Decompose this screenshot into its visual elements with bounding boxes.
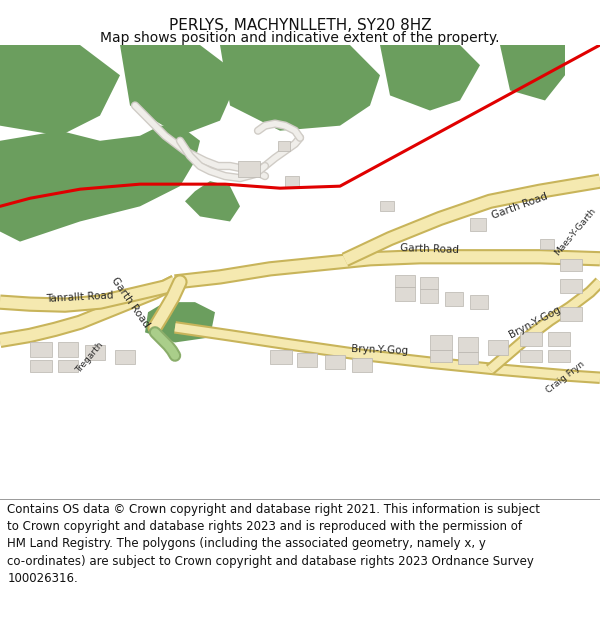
Bar <box>238 161 260 177</box>
Bar <box>520 349 542 362</box>
Polygon shape <box>145 302 215 343</box>
Bar <box>278 141 290 151</box>
Bar <box>458 338 478 351</box>
Bar <box>445 292 463 306</box>
Text: Maes-Y-Garth: Maes-Y-Garth <box>553 206 598 257</box>
Bar <box>325 354 345 369</box>
Bar <box>395 287 415 301</box>
Polygon shape <box>120 45 240 136</box>
Bar <box>270 349 292 364</box>
Text: Craig Fryn: Craig Fryn <box>544 360 586 396</box>
Polygon shape <box>185 181 240 221</box>
Bar <box>85 346 105 359</box>
Bar <box>540 239 554 249</box>
Polygon shape <box>220 45 380 131</box>
Text: Tanrallt Road: Tanrallt Road <box>46 291 114 304</box>
Bar <box>548 332 570 346</box>
Polygon shape <box>0 146 70 216</box>
Text: Garth Road: Garth Road <box>491 192 550 221</box>
Bar <box>560 259 582 271</box>
Bar <box>30 342 52 357</box>
Text: PERLYS, MACHYNLLETH, SY20 8HZ: PERLYS, MACHYNLLETH, SY20 8HZ <box>169 18 431 32</box>
Bar <box>115 349 135 364</box>
Bar <box>430 349 452 362</box>
Text: Bryn-Y-Gog: Bryn-Y-Gog <box>508 304 563 340</box>
Text: Bryn-Y-Gog: Bryn-Y-Gog <box>352 344 409 356</box>
Text: Contains OS data © Crown copyright and database right 2021. This information is : Contains OS data © Crown copyright and d… <box>7 503 540 586</box>
Bar <box>285 176 299 188</box>
Bar <box>458 351 478 364</box>
Text: Map shows position and indicative extent of the property.: Map shows position and indicative extent… <box>100 31 500 45</box>
Text: Tregarth: Tregarth <box>74 341 106 375</box>
Bar <box>420 277 438 289</box>
Bar <box>488 341 508 354</box>
Polygon shape <box>500 45 565 101</box>
Bar <box>560 307 582 321</box>
Bar <box>30 359 52 372</box>
Bar <box>380 201 394 211</box>
Bar <box>58 359 78 372</box>
Bar <box>470 295 488 309</box>
Polygon shape <box>0 126 200 242</box>
Text: Garth Road: Garth Road <box>109 275 151 329</box>
Bar <box>470 218 486 231</box>
Bar <box>430 336 452 349</box>
Polygon shape <box>0 45 120 136</box>
Text: Garth Road: Garth Road <box>400 242 460 255</box>
Polygon shape <box>380 45 480 111</box>
Bar <box>420 289 438 303</box>
Bar <box>58 342 78 357</box>
Bar <box>560 279 582 293</box>
Bar <box>520 332 542 346</box>
Bar <box>297 352 317 367</box>
Bar <box>352 357 372 372</box>
Bar <box>395 275 415 287</box>
Bar <box>548 349 570 362</box>
